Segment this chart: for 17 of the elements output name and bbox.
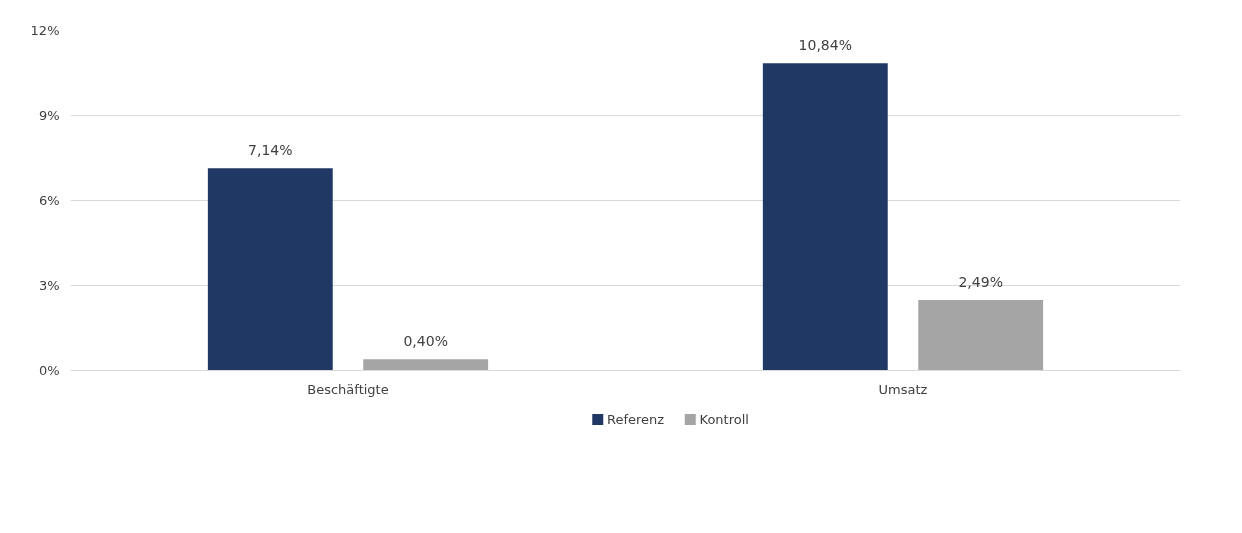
legend-label: Kontroll (699, 412, 749, 427)
x-tick-label: Beschäftigte (307, 381, 389, 397)
data-label: 2,49% (958, 273, 1003, 290)
y-tick-label: 0% (38, 363, 60, 378)
bar (762, 63, 888, 371)
y-tick-label: 9% (38, 108, 60, 123)
y-tick-label: 12% (30, 23, 60, 38)
y-tick-label: 3% (38, 278, 60, 293)
y-tick-label: 6% (38, 193, 60, 208)
bar (363, 359, 489, 371)
bar (207, 168, 333, 371)
x-tick-label: Umsatz (878, 381, 928, 397)
bar (918, 299, 1044, 371)
data-label: 7,14% (248, 142, 293, 159)
legend-label: Referenz (607, 412, 665, 427)
data-label: 10,84% (798, 37, 852, 54)
data-label: 0,40% (403, 333, 448, 350)
